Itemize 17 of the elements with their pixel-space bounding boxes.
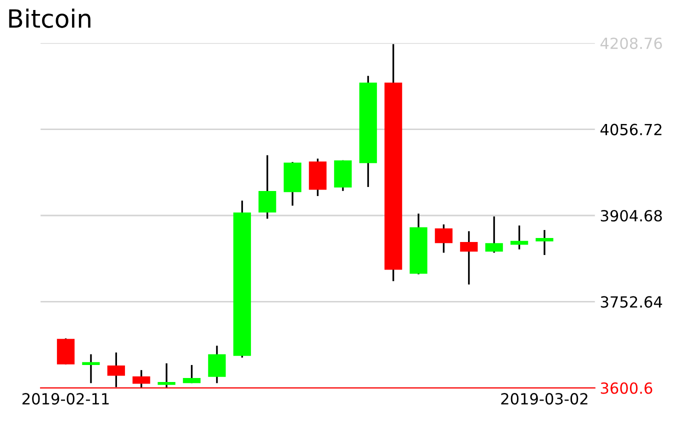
y-tick-label: 4056.72 (600, 124, 662, 136)
candlestick (510, 224, 528, 250)
candlestick (208, 344, 226, 384)
candlestick (82, 353, 100, 384)
y-tick-label: 3904.68 (600, 210, 662, 222)
candlestick (434, 224, 453, 254)
y-tick-label: 3600.6 (600, 382, 652, 394)
x-tick-label: 2019-02-11 (22, 393, 109, 405)
candlestick (460, 230, 478, 286)
x-tick-label: 2019-03-02 (501, 393, 588, 405)
candlestick (182, 364, 201, 384)
y-tick-label: 3752.64 (600, 296, 662, 308)
candlestick (258, 154, 276, 220)
chart-title: Bitcoin (9, 8, 90, 28)
candlestick (485, 216, 503, 254)
candlestick (536, 229, 554, 256)
candlestick (158, 362, 176, 388)
